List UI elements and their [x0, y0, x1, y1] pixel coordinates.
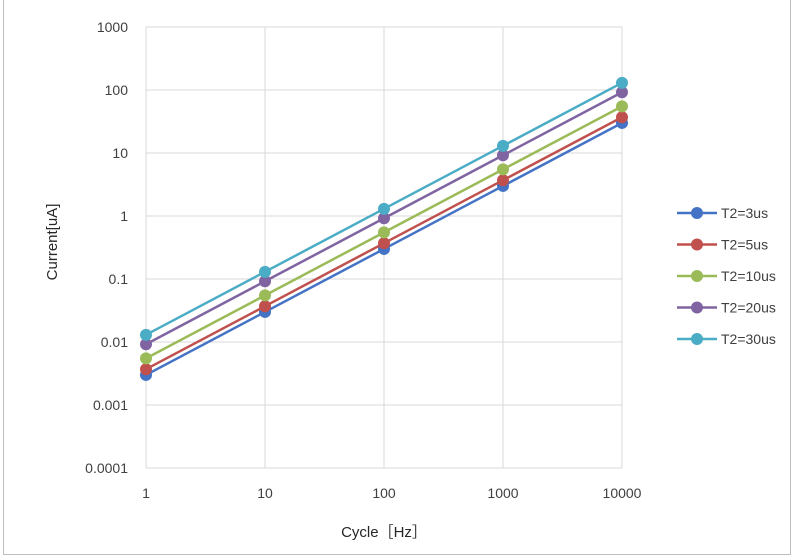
legend-marker: [691, 301, 703, 314]
legend-item: T2=10us: [677, 268, 776, 284]
legend-item: T2=30us: [677, 331, 776, 347]
grid: [145, 26, 623, 469]
legend-item: T2=20us: [677, 300, 776, 316]
legend-marker: [691, 238, 703, 251]
data-point: [497, 139, 509, 152]
data-point: [616, 86, 628, 99]
x-tick-label: 1000: [487, 485, 518, 501]
data-point: [140, 352, 152, 365]
data-point: [616, 100, 628, 113]
legend-label: T2=20us: [721, 300, 776, 316]
legend-item: T2=3us: [677, 205, 768, 221]
legend-marker: [691, 333, 703, 345]
data-point: [140, 328, 152, 341]
data-point: [140, 363, 152, 376]
legend: T2=3us T2=5us T2=10us T2=20us T2=30us: [677, 205, 776, 347]
data-point: [616, 76, 628, 89]
legend-label: T2=10us: [721, 268, 776, 284]
legend-marker: [691, 270, 703, 282]
y-axis-title: Current[uA]: [44, 204, 61, 281]
data-point: [378, 226, 390, 239]
series-T2=30us: [140, 76, 628, 341]
legend-item: T2=5us: [677, 237, 768, 253]
legend-label: T2=3us: [721, 205, 768, 221]
y-tick-label: 0.01: [101, 334, 128, 350]
data-point: [259, 265, 271, 278]
data-point: [378, 212, 390, 225]
data-point: [259, 289, 271, 302]
y-tick-label: 1000: [97, 19, 128, 35]
chart-frame: [3, 0, 791, 555]
y-tick-label: 10: [112, 145, 128, 161]
y-tick-label: 1: [120, 208, 128, 224]
data-point: [259, 275, 271, 288]
y-tick-label: 0.001: [93, 397, 128, 413]
series-lines: [140, 76, 628, 381]
series-T2=5us: [140, 111, 628, 376]
data-point: [378, 237, 390, 250]
x-tick-label: 10000: [603, 485, 642, 501]
x-axis-title: Cycle［Hz］: [341, 524, 427, 541]
x-tick-label: 10: [257, 485, 273, 501]
series-T2=10us: [140, 100, 628, 365]
series-T2=20us: [140, 86, 628, 351]
y-tick-label: 0.0001: [85, 460, 128, 476]
legend-marker: [691, 207, 703, 219]
legend-label: T2=5us: [721, 237, 768, 253]
data-point: [378, 202, 390, 215]
data-point: [259, 300, 271, 313]
x-tick-label: 1: [142, 485, 150, 501]
data-point: [497, 174, 509, 187]
legend-label: T2=30us: [721, 331, 776, 347]
data-point: [497, 163, 509, 176]
y-tick-label: 0.1: [109, 271, 129, 287]
y-tick-label: 100: [105, 82, 129, 98]
data-point: [497, 149, 509, 162]
x-tick-label: 100: [372, 485, 396, 501]
y-tick-labels: 0.0001 0.001 0.01 0.1 1 10 100 1000: [85, 19, 128, 476]
data-point: [616, 111, 628, 124]
data-point: [140, 338, 152, 351]
x-tick-labels: 1 10 100 1000 10000: [142, 485, 642, 501]
